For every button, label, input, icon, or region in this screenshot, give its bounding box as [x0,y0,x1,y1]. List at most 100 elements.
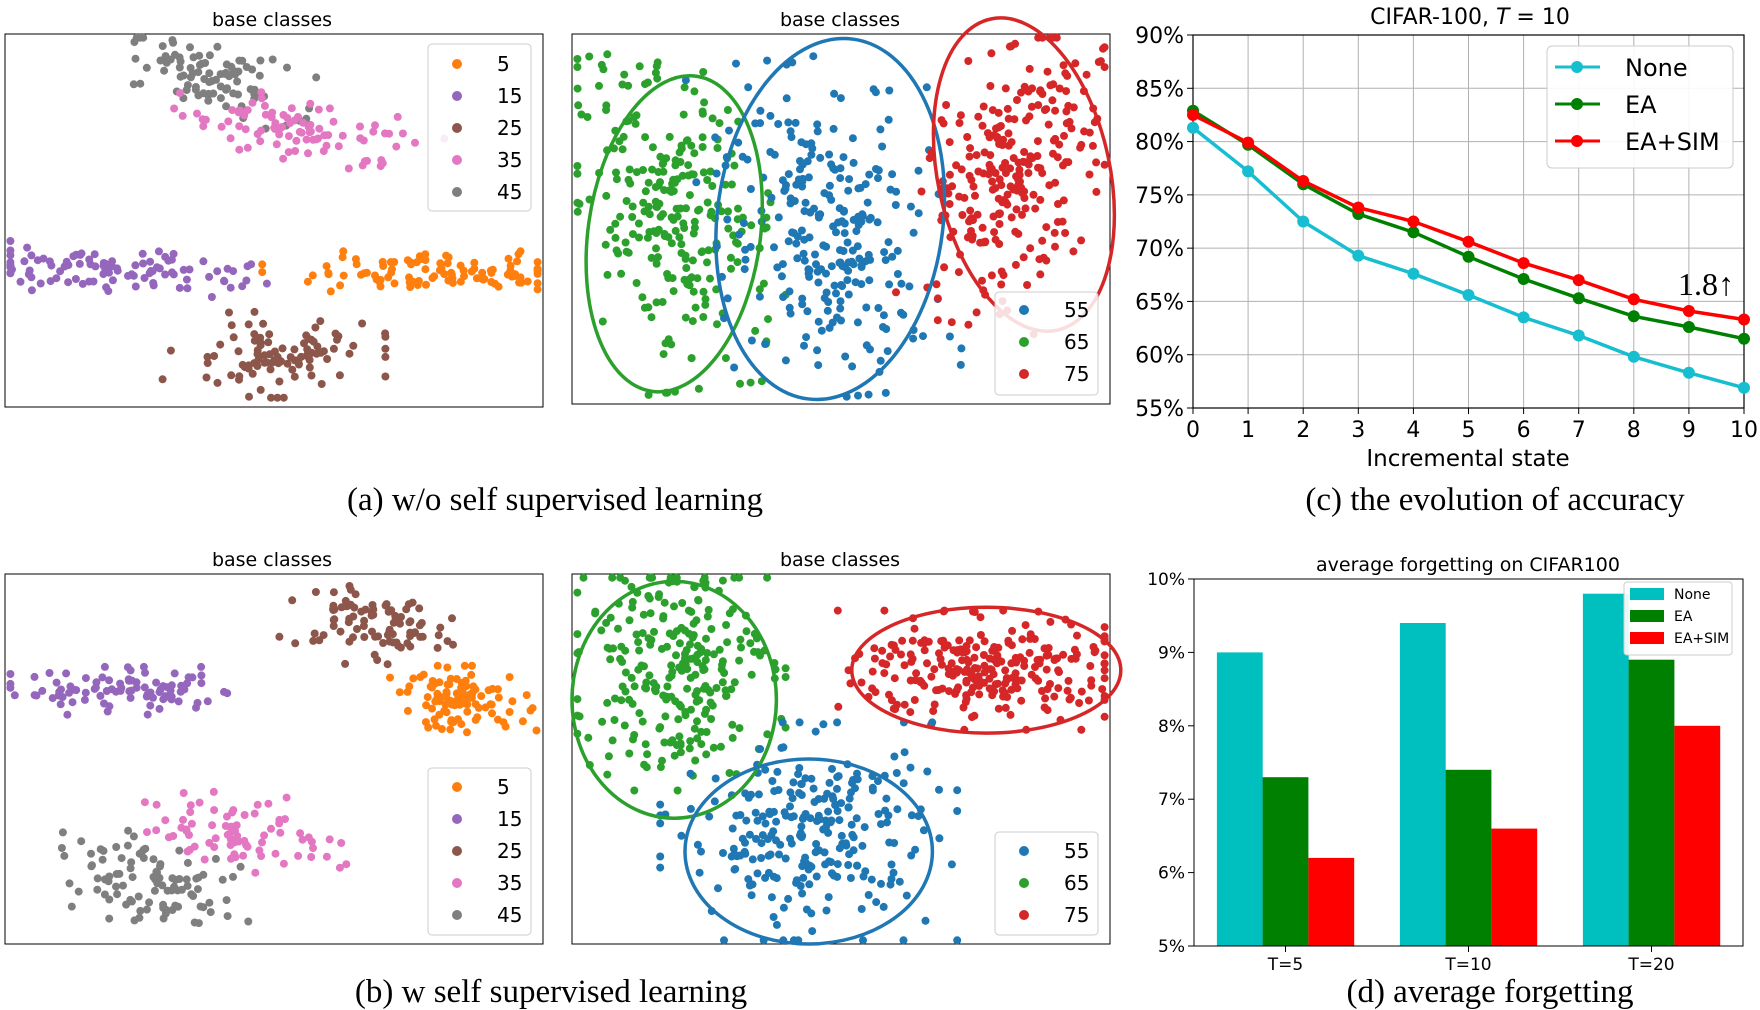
scatter-point-65 [628,202,637,211]
scatter-point-65 [712,684,721,692]
scatter-point-55 [773,263,782,272]
scatter-point-65 [667,671,676,680]
scatter-point-65 [603,770,612,779]
panel-a-left-points [6,33,542,402]
scatter-point-55 [804,173,813,182]
scatter-point-15 [45,257,54,266]
scatter-point-5 [443,663,452,672]
scatter-point-15 [179,265,188,274]
scatter-point-65 [681,654,689,663]
scatter-point-75 [980,661,989,670]
scatter-point-5 [360,269,369,278]
scatter-point-55 [753,816,762,825]
scatter-point-35 [338,131,347,140]
scatter-point-25 [259,319,268,328]
scatter-point-5 [444,253,453,262]
scatter-point-65 [677,144,686,153]
scatter-point-45 [186,43,194,52]
scatter-point-65 [735,656,744,665]
legend-label-55: 55 [1064,298,1089,322]
scatter-point-45 [139,845,148,854]
scatter-point-55 [907,811,916,820]
series-point-ea [1462,250,1475,263]
scatter-point-35 [276,828,285,837]
scatter-point-15 [100,699,108,708]
scatter-point-35 [294,113,302,121]
scatter-point-75 [984,170,993,179]
scatter-point-5 [463,707,472,716]
scatter-point-55 [907,851,916,860]
scatter-point-75 [1011,260,1020,269]
bar-none-t5 [1216,652,1263,946]
scatter-point-65 [690,87,699,96]
scatter-point-55 [866,255,875,264]
scatter-point-75 [959,647,968,656]
scatter-point-5 [455,700,464,709]
scatter-point-35 [230,850,239,859]
panel-d-legend: None EA EA+SIM [1623,581,1733,656]
scatter-point-65 [721,354,730,363]
scatter-point-65 [672,741,681,750]
series-point-none [1242,165,1255,178]
scatter-point-15 [90,684,99,693]
y-tick-label: 10% [1147,570,1185,590]
scatter-point-65 [689,287,698,296]
scatter-point-75 [990,228,999,237]
scatter-point-65 [706,274,714,283]
scatter-point-55 [834,772,843,781]
scatter-point-55 [867,875,876,884]
scatter-point-25 [383,660,392,669]
scatter-point-75 [958,656,967,665]
y-tick-label: 60% [1135,344,1184,369]
scatter-point-65 [603,50,612,59]
scatter-point-15 [127,676,136,685]
scatter-point-55 [774,213,783,222]
scatter-point-75 [994,704,1003,713]
scatter-point-45 [117,854,126,863]
scatter-point-35 [248,98,257,107]
scatter-point-75 [1073,631,1081,640]
scatter-point-25 [381,352,390,361]
scatter-point-75 [1069,247,1078,256]
scatter-point-65 [602,191,611,200]
scatter-point-15 [140,683,149,692]
scatter-point-5 [501,722,510,731]
scatter-point-55 [847,820,856,829]
scatter-point-75 [942,101,951,109]
scatter-point-15 [48,694,57,703]
scatter-point-75 [966,144,975,153]
scatter-point-75 [1058,217,1067,226]
scatter-point-55 [889,868,898,877]
legend-marker-35 [452,878,462,888]
scatter-point-65 [609,644,618,653]
scatter-point-75 [1061,229,1070,237]
scatter-point-5 [447,270,456,279]
scatter-point-75 [1013,186,1021,195]
scatter-point-75 [920,681,929,690]
scatter-point-55 [836,94,845,103]
scatter-point-35 [267,824,275,833]
series-point-ea-sim [1517,257,1530,270]
scatter-point-75 [1071,59,1080,68]
legend-label-15: 15 [497,84,522,108]
scatter-point-25 [345,614,354,623]
scatter-point-75 [1046,81,1055,90]
scatter-point-55 [752,834,760,843]
scatter-point-65 [704,605,713,614]
panel-c-title-var: T [1496,5,1511,30]
scatter-point-75 [1059,61,1068,70]
x-tick-label: T=20 [1627,955,1674,975]
scatter-point-55 [811,250,819,259]
y-tick-label: 90% [1135,24,1184,49]
scatter-point-65 [691,756,700,765]
scatter-point-75 [1055,140,1064,149]
scatter-point-75 [1051,242,1059,251]
scatter-point-75 [945,138,954,147]
scatter-point-5 [472,274,481,283]
scatter-point-45 [65,879,74,888]
scatter-point-55 [808,927,817,936]
scatter-point-65 [726,253,735,262]
scatter-point-55 [795,718,804,727]
scatter-point-45 [112,843,121,851]
legend-marker-15 [452,814,462,824]
